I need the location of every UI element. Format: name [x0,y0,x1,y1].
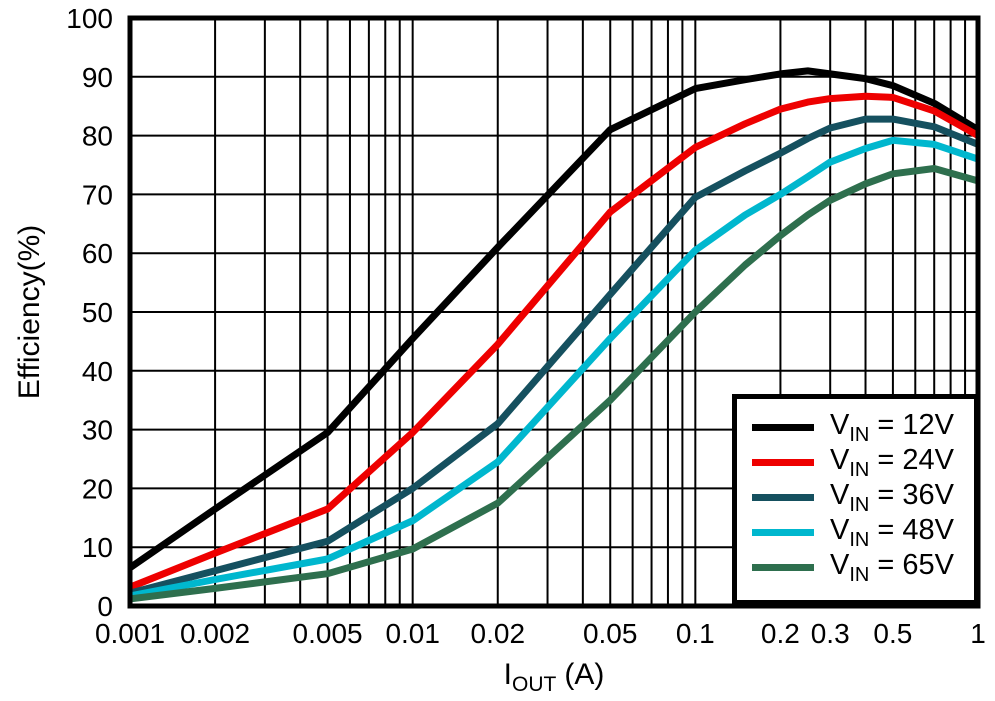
legend-label: VIN = 36V [830,478,954,516]
y-tick-label: 60 [82,238,113,269]
series-line-65V [130,165,978,603]
legend-label: VIN = 12V [830,408,954,446]
legend-label: VIN = 48V [830,513,954,551]
x-tick-label: 0.01 [385,618,440,649]
series-line-48V [130,136,978,600]
legend-line-swatch [752,459,814,466]
x-tick-label: 1 [970,618,986,649]
legend-item: VIN = 65V [752,550,974,585]
legend-item: VIN = 12V [752,410,974,445]
y-tick-label: 70 [82,179,113,210]
x-tick-label: 0.5 [873,618,912,649]
legend-item: VIN = 48V [752,515,974,550]
series-line-36V [130,115,978,597]
y-tick-label: 20 [82,473,113,504]
x-axis-title-symbol: I [503,658,513,691]
legend-item: VIN = 24V [752,445,974,480]
x-tick-label: 0.05 [583,618,638,649]
legend-line-swatch [752,424,814,431]
series-line-12V [130,67,978,571]
y-tick-label: 30 [82,415,113,446]
x-axis-title-unit: (A) [564,658,605,691]
y-tick-label: 80 [82,121,113,152]
plot-frame [127,15,981,609]
x-tick-label: 0.2 [761,618,800,649]
legend-line-swatch [752,494,814,501]
x-tick-label: 0.001 [95,618,165,649]
legend: VIN = 12V VIN = 24V VIN = 36V VIN = 48V VIN … [732,394,979,605]
y-tick-label: 10 [82,532,113,563]
y-tick-label: 100 [66,3,113,34]
x-tick-label: 0.02 [471,618,526,649]
legend-label: VIN = 24V [830,443,954,481]
legend-item: VIN = 36V [752,480,974,515]
x-tick-label: 0.1 [676,618,715,649]
x-axis-title: IOUT (A) [504,658,605,697]
x-tick-label: 0.002 [180,618,250,649]
legend-line-swatch [752,564,814,571]
x-axis-title-subscript: OUT [512,673,557,696]
series-line-24V [130,92,978,591]
y-tick-label: 90 [82,62,113,93]
y-axis-title: Efficiency(%) [13,224,46,400]
x-tick-label: 0.005 [293,618,363,649]
y-tick-label: 0 [97,591,113,622]
x-tick-label: 0.3 [811,618,850,649]
legend-label: VIN = 65V [830,548,954,586]
y-tick-label: 40 [82,356,113,387]
legend-line-swatch [752,529,814,536]
y-tick-label: 50 [82,297,113,328]
